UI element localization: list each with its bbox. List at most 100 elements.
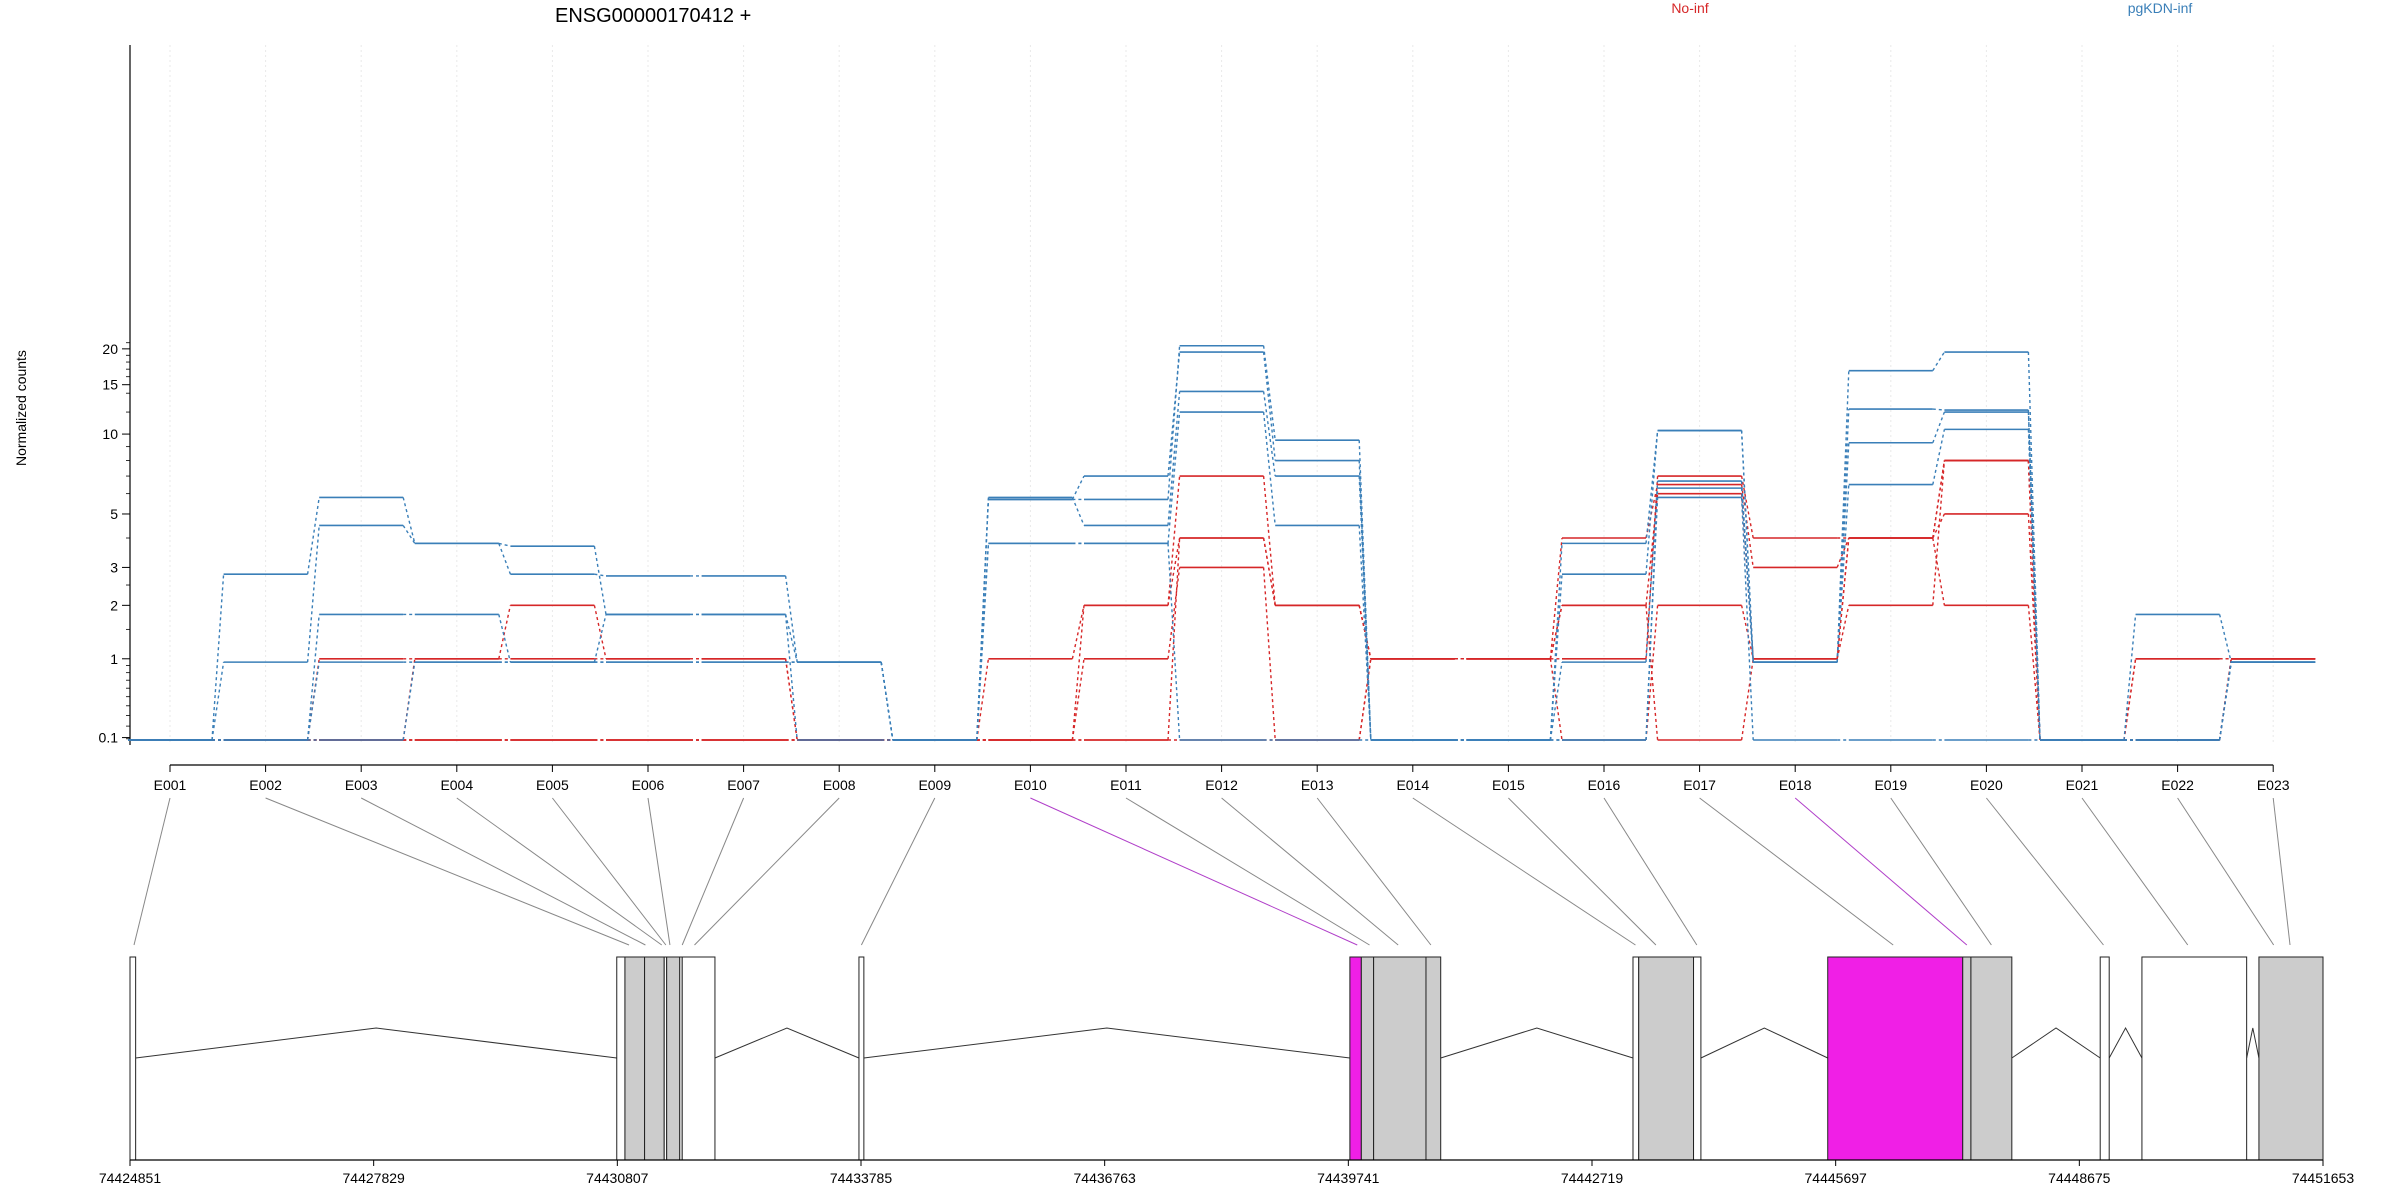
data-connector [1071, 658, 1085, 741]
gene-model [129, 956, 2324, 1161]
intron-line [714, 1027, 860, 1059]
data-connector [1836, 537, 1850, 659]
exon-connectors [133, 797, 2291, 946]
data-connector [1645, 430, 1659, 575]
connector-e002 [265, 797, 630, 946]
data-connector [1358, 476, 1372, 741]
data-connector [1262, 345, 1276, 441]
exon-box [1425, 956, 1442, 1161]
x-tick-label-e004: E004 [440, 777, 473, 793]
grid-lines [169, 45, 2274, 745]
chart-title: ENSG00000170412 + [555, 5, 751, 27]
data-connector [1071, 497, 1085, 526]
data-connector [2027, 410, 2041, 741]
x-tick-label-e002: E002 [249, 777, 282, 793]
x-tick-label-e015: E015 [1492, 777, 1525, 793]
exon-box [1970, 956, 2013, 1161]
data-connector [1167, 351, 1181, 477]
coord-tick-label: 74448675 [2048, 1170, 2111, 1186]
data-connector [1167, 543, 1181, 741]
x-tick-label-e019: E019 [1874, 777, 1907, 793]
coord-tick-label: 74451653 [2292, 1170, 2355, 1186]
exon-box [858, 956, 865, 1161]
y-tick-label: 0.1 [99, 730, 119, 746]
exon-box [1962, 956, 1972, 1161]
data-connector [498, 543, 512, 575]
y-axis: 0.1 1 2 3 5 10 15 20 [99, 45, 131, 746]
data-connector [1262, 391, 1276, 477]
data-connector [784, 575, 798, 663]
data-connector [306, 614, 320, 741]
connector-e020 [1986, 797, 2104, 946]
genomic-coordinate-axis: 74424851 74427829 74430807 74433785 74436763… [99, 1159, 2355, 1186]
intron-line [1440, 1027, 1634, 1059]
coord-tick-label: 74427829 [343, 1170, 406, 1186]
x-tick-label-e006: E006 [632, 777, 665, 793]
connector-e003 [360, 797, 646, 946]
y-tick-label: 20 [102, 341, 118, 357]
data-connector [306, 662, 320, 741]
data-connector [2218, 614, 2232, 663]
data-connector [1167, 412, 1181, 544]
data-connector [2218, 662, 2232, 741]
connector-e019 [1890, 797, 1992, 946]
y-tick-label: 5 [110, 506, 118, 522]
data-connector [306, 525, 320, 663]
coord-tick-label: 74445697 [1805, 1170, 1868, 1186]
data-connector [1645, 481, 1659, 663]
data-connector [1358, 460, 1372, 741]
data-connector [211, 574, 225, 741]
x-tick-label-e017: E017 [1683, 777, 1716, 793]
data-connector [976, 658, 990, 741]
y-tick-label: 10 [102, 426, 118, 442]
data-connector [1932, 460, 1946, 606]
data-connector [784, 658, 798, 741]
data-connector [593, 546, 607, 615]
data-connector [1358, 658, 1372, 741]
x-tick-label-e008: E008 [823, 777, 856, 793]
connector-e023 [2272, 797, 2291, 946]
exon-box [2141, 956, 2248, 1161]
exon-box [2258, 956, 2324, 1161]
connector-e011 [1125, 797, 1370, 946]
y-tick-label: 2 [110, 597, 118, 613]
data-connector [1932, 351, 1945, 372]
data-connector [1358, 525, 1372, 741]
x-tick-label-e022: E022 [2161, 777, 2194, 793]
data-connector [402, 497, 416, 544]
connector-e008 [694, 797, 840, 946]
data-connector [976, 543, 990, 741]
x-tick-label-e007: E007 [727, 777, 760, 793]
exon-box [1360, 956, 1375, 1161]
data-connector [2027, 352, 2041, 741]
connector-e017 [1699, 797, 1894, 946]
data-connector [1645, 430, 1659, 544]
legend: No-inf pgKDN-inf [1671, 0, 2192, 16]
data-connector [1932, 408, 1945, 411]
data-connector [1645, 497, 1659, 741]
data-connector [1932, 537, 1946, 606]
exon-box [666, 956, 681, 1161]
exon-box [616, 956, 626, 1161]
connector-e010 [1030, 797, 1358, 946]
data-connector [498, 614, 512, 663]
x-tick-label-e014: E014 [1396, 777, 1429, 793]
coord-tick-label: 74442719 [1561, 1170, 1624, 1186]
data-connector [1740, 497, 1754, 741]
data-connector [593, 614, 607, 663]
data-connector [1262, 411, 1276, 526]
exon-box [129, 956, 137, 1161]
connector-e018 [1794, 797, 1968, 946]
coord-tick-label: 74436763 [1074, 1170, 1137, 1186]
data-connector [1549, 662, 1563, 741]
data-connector [1549, 658, 1563, 741]
connector-e022 [2177, 797, 2275, 946]
x-tick-label-e001: E001 [154, 777, 187, 793]
data-connector [2123, 614, 2137, 741]
x-tick-label-e009: E009 [918, 777, 951, 793]
data-connector [498, 542, 511, 547]
connector-e015 [1508, 797, 1657, 946]
connector-e016 [1603, 797, 1698, 946]
data-connector [784, 614, 798, 663]
exon-box [644, 956, 665, 1161]
